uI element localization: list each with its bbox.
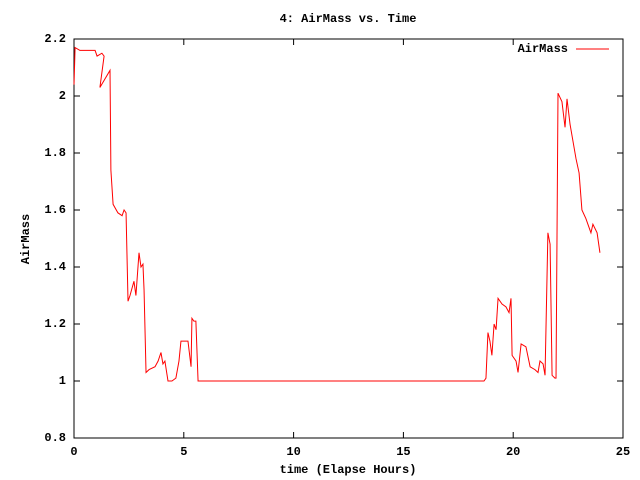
x-tick-label: 5 [180,445,187,459]
y-axis-label: AirMass [19,214,33,264]
chart-title: 4: AirMass vs. Time [280,12,417,26]
y-tick-label: 1 [59,374,66,388]
x-tick-label: 25 [616,445,630,459]
x-axis-label: time (Elapse Hours) [280,463,417,477]
x-tick-label: 10 [286,445,300,459]
y-tick-label: 2.2 [44,32,66,46]
legend-label: AirMass [518,42,568,56]
y-tick-label: 1.2 [44,317,66,331]
data-line [73,46,601,382]
y-tick-label: 1.4 [44,260,66,274]
plot-border [73,38,624,439]
x-tick-label: 0 [70,445,77,459]
x-tick-label: 20 [506,445,520,459]
y-tick-label: 1.6 [44,203,66,217]
y-tick-label: 0.8 [44,431,66,445]
x-tick-label: 15 [396,445,410,459]
y-tick-label: 2 [59,89,66,103]
y-tick-label: 1.8 [44,146,66,160]
